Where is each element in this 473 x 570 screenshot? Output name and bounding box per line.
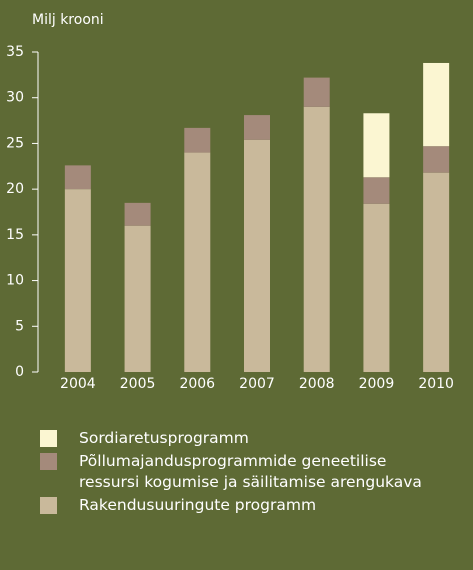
legend-swatch: [40, 453, 57, 470]
legend-swatch: [40, 497, 57, 514]
bar-segment: [184, 127, 211, 153]
legend-label: Sordiaretusprogramm: [79, 429, 249, 447]
y-tick-label: 15: [6, 227, 24, 243]
x-tick-label: 2009: [359, 376, 395, 392]
legend-item: Sordiaretusprogramm: [40, 428, 450, 449]
y-tick-label: 5: [15, 318, 24, 334]
bar-segment: [363, 203, 390, 372]
legend-label: Rakendusuuringute programm: [79, 496, 317, 514]
x-tick-label: 2008: [299, 376, 335, 392]
bar-segment: [423, 146, 450, 173]
x-tick-label: 2010: [418, 376, 454, 392]
bar-segment: [363, 177, 390, 204]
legend-item: Rakendusuuringute programm: [40, 495, 450, 516]
chart: Milj krooni 0 5 10 15 20 25 30 35 2004 2005 2006 20…: [6, 12, 454, 392]
y-tick-label: 35: [6, 44, 24, 60]
legend-swatch: [40, 430, 57, 447]
legend: Sordiaretusprogramm Põllumajandusprogramm…: [40, 428, 450, 518]
bar-segment: [184, 152, 211, 372]
legend-label: Põllumajandusprogrammide geneetilise res…: [79, 452, 422, 491]
y-tick-label: 10: [6, 273, 24, 289]
bar-segment: [64, 165, 91, 190]
y-tick-label: 20: [6, 181, 24, 197]
bar-segment: [244, 139, 270, 372]
x-tick-label: 2005: [120, 376, 156, 392]
bar-segment: [363, 113, 390, 178]
bar-segment: [423, 172, 450, 372]
bar-segment: [124, 202, 151, 226]
y-tick-label: 25: [6, 135, 24, 151]
bar-segment: [64, 189, 91, 372]
x-tick-label: 2007: [239, 376, 275, 392]
bar-segment: [124, 225, 151, 372]
y-tick-label: 0: [15, 364, 24, 380]
bar-segment: [244, 115, 270, 140]
bar-segment: [303, 106, 330, 372]
x-tick-label: 2006: [179, 376, 215, 392]
chart-title: Milj krooni: [32, 12, 104, 28]
bar-segment: [423, 62, 450, 147]
x-tick-label: 2004: [60, 376, 96, 392]
legend-item: Põllumajandusprogrammide geneetilise res…: [40, 451, 450, 493]
bar-segment: [303, 77, 330, 107]
y-tick-label: 30: [6, 90, 24, 106]
